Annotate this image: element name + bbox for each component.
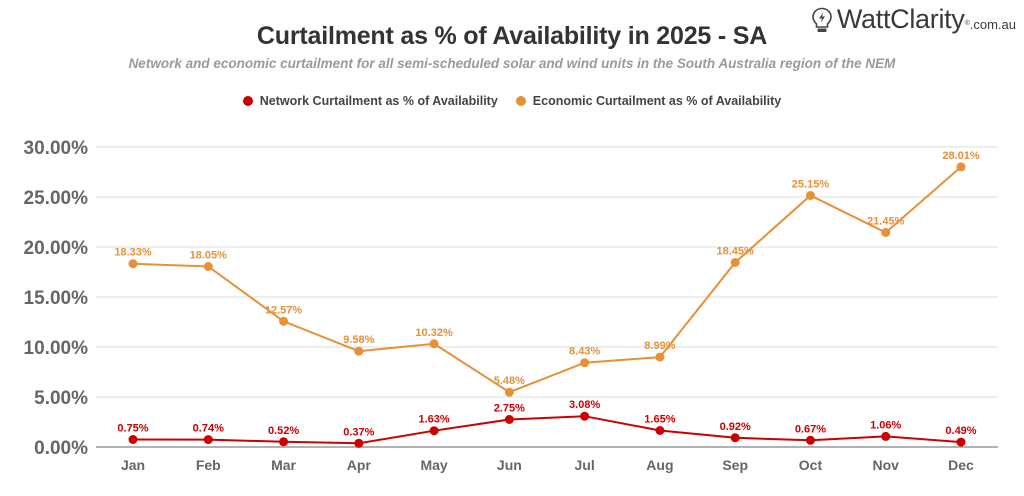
y-tick-label: 10.00%: [24, 338, 89, 359]
data-label: 5.48%: [494, 375, 525, 387]
legend-item-economic: Economic Curtailment as % of Availabilit…: [515, 94, 782, 108]
legend-item-network: Network Curtailment as % of Availability: [242, 94, 498, 108]
data-point: [881, 228, 891, 237]
data-point: [429, 426, 439, 436]
x-tick-label: Jun: [497, 457, 522, 473]
chart-subtitle: Network and economic curtailment for all…: [128, 56, 896, 71]
data-point: [805, 191, 815, 200]
series-line: [132, 415, 962, 445]
data-label: 28.01%: [942, 150, 980, 162]
data-point: [655, 352, 665, 362]
data-point: [429, 339, 439, 349]
y-tick-label: 20.00%: [24, 238, 89, 259]
data-label: 1.06%: [870, 419, 901, 431]
series-network: 0.75% 0.74% 0.52% 0.37% 1.63% 2.75% 3.08% 1.65%…: [117, 399, 977, 448]
series-group: 18.33% 18.05% 12.57% 9.58% 10.32% 5.48% 8.43% 8…: [114, 150, 980, 448]
lightbulb-bolt-icon: [812, 7, 832, 32]
series-line: [132, 166, 962, 394]
y-tick-label: 30.00%: [24, 138, 89, 159]
data-label: 2.75%: [494, 403, 525, 415]
y-axis: 0.00% 5.00% 10.00% 15.00% 20.00% 25.00% 30.00%: [24, 138, 89, 459]
data-label: 12.57%: [265, 304, 303, 316]
data-label: 10.32%: [415, 327, 453, 339]
legend-marker-economic: [515, 96, 526, 106]
data-point: [956, 437, 966, 447]
chart-legend: Network Curtailment as % of Availability…: [0, 94, 1024, 108]
x-tick-label: Aug: [646, 457, 673, 473]
data-label: 3.08%: [569, 399, 600, 411]
data-point: [504, 415, 514, 424]
data-label: 0.67%: [795, 423, 826, 435]
y-tick-label: 25.00%: [24, 188, 89, 209]
data-label: 0.37%: [343, 426, 374, 438]
x-tick-label: Dec: [948, 457, 974, 473]
data-point: [354, 438, 364, 448]
data-label: 8.99%: [644, 340, 675, 352]
data-point: [730, 433, 740, 443]
x-tick-label: Mar: [271, 457, 296, 473]
wattclarity-logo: WattClarity ® .com.au: [811, 4, 1016, 35]
x-tick-label: Feb: [196, 457, 221, 473]
data-point: [655, 426, 665, 435]
legend-label-economic: Economic Curtailment as % of Availabilit…: [532, 94, 782, 108]
data-label: 18.45%: [717, 246, 755, 258]
y-tick-label: 15.00%: [24, 288, 89, 309]
data-label: 21.45%: [867, 216, 905, 228]
x-tick-label: Oct: [799, 457, 823, 473]
data-point: [580, 411, 590, 421]
gridlines: [96, 146, 998, 448]
data-label: 9.58%: [343, 334, 374, 346]
x-tick-label: Jul: [575, 457, 595, 473]
chart-title: Curtailment as % of Availability in 2025…: [256, 22, 768, 50]
x-tick-label: Sep: [722, 457, 748, 473]
legend-label-network: Network Curtailment as % of Availability: [259, 94, 498, 108]
data-point: [354, 346, 364, 356]
data-label: 1.63%: [418, 414, 449, 426]
x-tick-label: Jan: [121, 457, 145, 473]
data-point: [580, 358, 590, 368]
data-label: 25.15%: [792, 179, 830, 191]
data-point: [203, 262, 213, 271]
x-axis: Jan Feb Mar Apr May Jun Jul Aug Sep Oct Nov Dec: [121, 457, 974, 473]
data-label: 0.74%: [193, 423, 224, 435]
data-point: [279, 437, 289, 447]
data-point: [128, 435, 138, 444]
data-point: [203, 435, 213, 445]
legend-marker-network: [242, 96, 253, 106]
data-point: [730, 258, 740, 267]
data-point: [956, 162, 966, 172]
x-tick-label: Nov: [873, 457, 900, 473]
logo-registered-mark: ®: [964, 20, 970, 27]
data-point: [128, 259, 138, 269]
data-point: [279, 316, 289, 326]
data-point: [881, 431, 891, 441]
x-tick-label: May: [420, 457, 447, 473]
y-tick-label: 0.00%: [34, 438, 88, 459]
data-point: [504, 387, 514, 397]
logo-domain: .com.au: [969, 17, 1016, 32]
series-economic: 18.33% 18.05% 12.57% 9.58% 10.32% 5.48% 8.43% 8…: [114, 150, 980, 397]
logo-brand: WattClarity: [836, 4, 965, 34]
x-tick-label: Apr: [347, 457, 372, 473]
data-point: [805, 435, 815, 445]
data-label: 0.52%: [268, 425, 299, 437]
data-label: 0.92%: [720, 421, 751, 433]
data-label: 8.43%: [569, 346, 600, 358]
data-label: 18.33%: [114, 247, 152, 259]
data-label: 0.75%: [117, 423, 148, 435]
data-label: 18.05%: [190, 250, 228, 262]
data-label: 0.49%: [945, 425, 976, 437]
data-label: 1.65%: [644, 414, 675, 426]
y-tick-label: 5.00%: [34, 388, 88, 409]
